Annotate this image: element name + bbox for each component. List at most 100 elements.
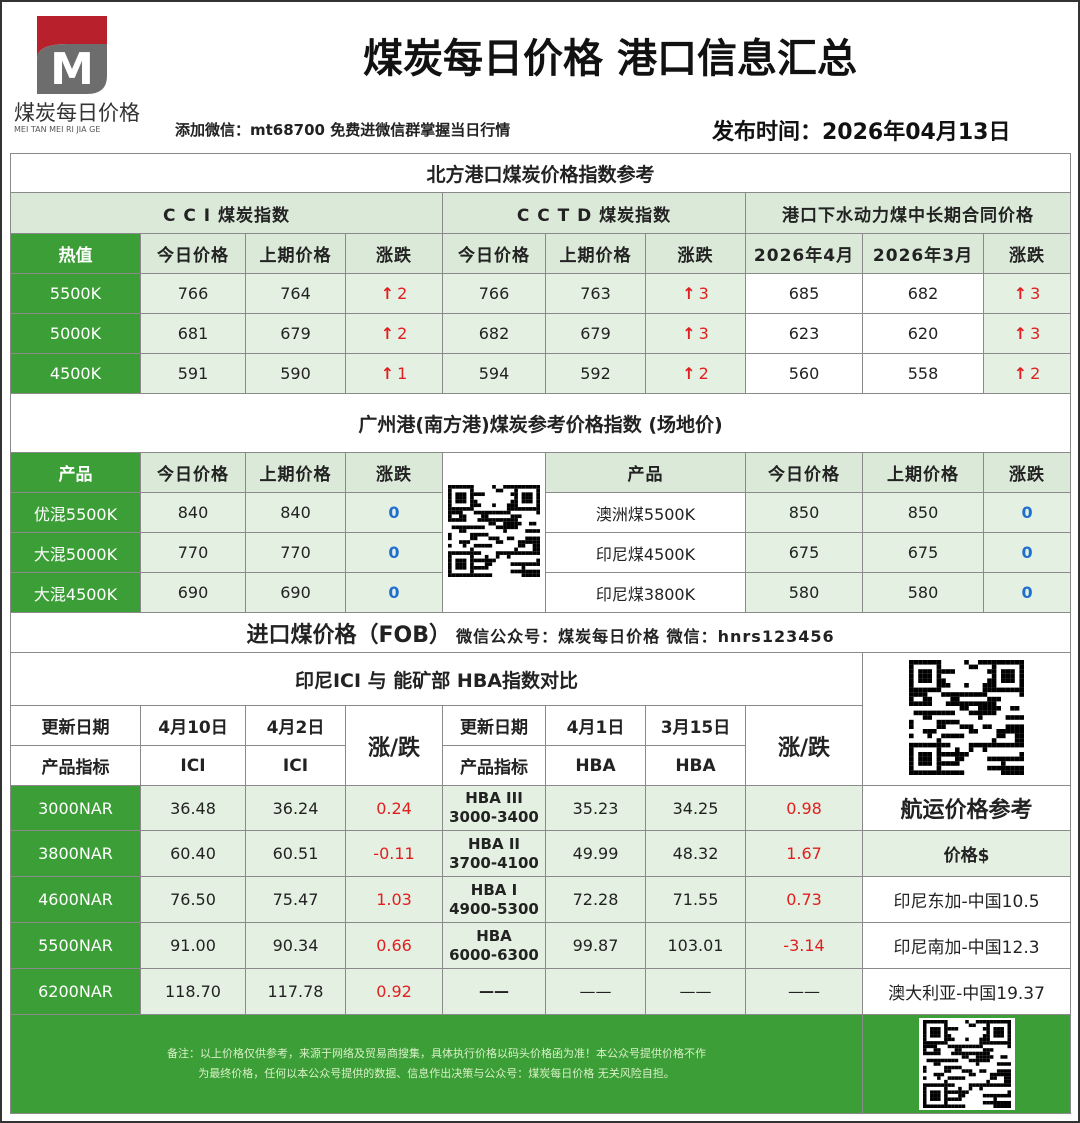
price-cell: 0 [982, 492, 1072, 533]
change-value: 0.98 [745, 785, 863, 831]
price-cell: 763 [545, 273, 646, 314]
table-row: 6200NAR 118.70 117.78 0.92 —— —— —— —— 澳大利亚-中国19… [10, 968, 1072, 1015]
change-value: 0.73 [745, 876, 863, 923]
hba-range: 4900-5300 [449, 899, 539, 918]
change-value: 0.24 [345, 785, 443, 831]
price-cell: 682 [862, 273, 984, 314]
price-cell: 850 [745, 492, 863, 533]
up-arrow-icon: ↑ [1013, 364, 1028, 383]
price-cell: 580 [862, 572, 984, 613]
qr-code [861, 1014, 1072, 1114]
table-row: 广州港(南方港)煤炭参考价格指数 (场地价) [9, 393, 1072, 453]
price-cell: 580 [745, 572, 863, 613]
column-header: 上期价格 [545, 233, 646, 274]
import-title: 进口煤价格（FOB） [246, 622, 451, 648]
svg-text:煤炭每日价格: 煤炭每日价格 [14, 101, 140, 125]
up-arrow-icon: ↑ [1013, 284, 1028, 303]
column-header: 产品 [10, 452, 141, 493]
column-header: 涨跌 [982, 452, 1072, 493]
change-value: 3 [698, 324, 709, 343]
column-header: 热值 [10, 233, 141, 274]
up-arrow-icon: ↑ [1013, 324, 1028, 343]
up-arrow-icon: ↑ [380, 364, 395, 383]
hba-range: 6000-6300 [449, 945, 539, 964]
table-row: 3800NAR 60.40 60.51 -0.11 HBA II 3700-4100 49.… [10, 830, 1072, 877]
shipping-route-price: 印尼南加-中国12.3 [861, 922, 1072, 969]
change-value: 3 [698, 284, 709, 303]
price-cell: 590 [245, 353, 346, 394]
footer-line: 为最终价格，任何以本公众号提供的数据、信息作出决策与公众号：煤炭每日价格 无关风… [198, 1067, 675, 1080]
up-arrow-icon: ↑ [682, 284, 696, 303]
change-cell: ↑ 2 [982, 353, 1072, 394]
price-cell: 690 [245, 572, 346, 613]
ici-value: 118.70 [140, 968, 246, 1015]
hba-value: 49.99 [545, 830, 646, 877]
column-header: 产品指标 [10, 745, 141, 786]
hba-range: 3000-3400 [449, 808, 539, 826]
column-header: 今日价格 [442, 233, 546, 274]
change-value: -0.11 [345, 830, 443, 877]
change-value: 2 [698, 364, 709, 383]
table-row: 3000NAR 36.48 36.24 0.24 HBA III 3000-3400 35.… [10, 785, 1072, 831]
product-spec: 3000NAR [10, 785, 141, 831]
column-header: 上期价格 [245, 452, 346, 493]
table-row: 更新日期 4月10日 4月2日 涨/跌 更新日期 4月1日 3月15日 涨/跌 [10, 705, 1071, 786]
up-arrow-icon: ↑ [682, 364, 696, 383]
hba-name: HBA I [470, 880, 518, 899]
change-cell: ↑ 3 [645, 313, 746, 354]
ici-value: 36.24 [245, 785, 346, 831]
table-row: 产品 今日价格 上期价格 涨跌 产品 今日价格 上期价格 涨跌 [10, 452, 1072, 613]
column-header: 更新日期 [442, 705, 546, 746]
price-cell: 685 [745, 273, 863, 314]
column-header: 上期价格 [862, 452, 984, 493]
ici-value: 60.51 [245, 830, 346, 877]
hba-name: HBA III [465, 789, 523, 807]
hba-value: —— [545, 968, 646, 1015]
price-cell: 0 [345, 572, 443, 613]
column-header: 4月2日 [245, 705, 346, 746]
wechat-note: 添加微信：mt68700 免费进微信群掌握当日行情 [175, 121, 511, 139]
price-cell: 766 [442, 273, 546, 314]
change-cell: ↑ 3 [645, 273, 746, 314]
column-header: 涨/跌 [745, 705, 863, 786]
price-cell: 0 [982, 572, 1072, 613]
compare-title: 印尼ICI 与 能矿部 HBA指数对比 [10, 652, 863, 706]
up-arrow-icon: ↑ [380, 324, 395, 343]
change-cell: ↑ 2 [345, 313, 443, 354]
column-header: ICI [140, 745, 246, 786]
price-cell: 558 [862, 353, 984, 394]
qr-code-icon [922, 1020, 1011, 1108]
change-value: 0.66 [345, 922, 443, 969]
ici-value: 76.50 [140, 876, 246, 923]
table-row: 热值 今日价格 上期价格 涨跌 今日价格 上期价格 涨跌 2026年4月 2026年3月 涨跌 [10, 233, 1072, 274]
price-cell: 0 [982, 532, 1072, 573]
table-row: 产品指标 ICI ICI 产品指标 HBA HBA [10, 745, 1071, 786]
change-value: 3 [1030, 284, 1041, 303]
hba-name: HBA [476, 926, 512, 945]
price-cell: 679 [545, 313, 646, 354]
column-header: 涨跌 [345, 233, 443, 274]
change-value: 2 [397, 324, 408, 343]
change-value: 2 [1030, 364, 1041, 383]
heat-value: 5500K [10, 273, 141, 314]
column-header: 2026年4月 [745, 233, 863, 274]
price-cell: 682 [442, 313, 546, 354]
column-header: 更新日期 [10, 705, 141, 746]
hba-value: 99.87 [545, 922, 646, 969]
ici-value: 36.48 [140, 785, 246, 831]
price-cell: 679 [245, 313, 346, 354]
price-cell: 770 [140, 532, 246, 573]
table-row: 5500K 766 764 ↑ 2 766 763 ↑ 3 685 682 ↑ 3 [10, 273, 1072, 314]
product-spec: 4600NAR [10, 876, 141, 923]
price-cell: 591 [140, 353, 246, 394]
ici-value: 75.47 [245, 876, 346, 923]
product-name: 澳洲煤5500K [545, 492, 746, 533]
hba-grade: HBA II 3700-4100 [442, 830, 546, 877]
price-cell: 690 [140, 572, 246, 613]
up-arrow-icon: ↑ [380, 284, 395, 303]
import-section-title: 进口煤价格（FOB） 微信公众号：煤炭每日价格 微信：hnrs123456 [9, 612, 1072, 653]
shipping-route-price: 印尼东加-中国10.5 [861, 876, 1072, 923]
ici-value: 91.00 [140, 922, 246, 969]
qr-code-icon [909, 659, 1025, 775]
product-name: 优混5500K [10, 492, 141, 533]
